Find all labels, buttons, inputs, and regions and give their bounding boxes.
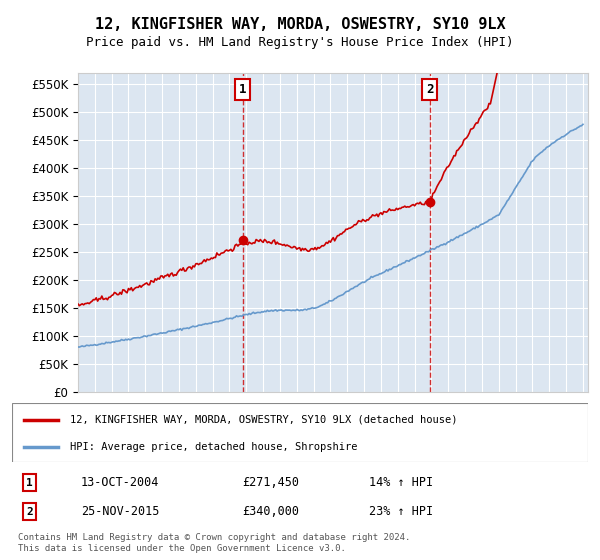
Text: £340,000: £340,000 [242,505,299,519]
Text: 2: 2 [26,507,32,517]
Text: Contains HM Land Registry data © Crown copyright and database right 2024.
This d: Contains HM Land Registry data © Crown c… [18,533,410,553]
Text: 13-OCT-2004: 13-OCT-2004 [81,477,160,489]
Text: 25-NOV-2015: 25-NOV-2015 [81,505,160,519]
Text: 14% ↑ HPI: 14% ↑ HPI [369,477,433,489]
Text: £271,450: £271,450 [242,477,299,489]
Text: 23% ↑ HPI: 23% ↑ HPI [369,505,433,519]
Text: HPI: Average price, detached house, Shropshire: HPI: Average price, detached house, Shro… [70,442,357,452]
Text: 12, KINGFISHER WAY, MORDA, OSWESTRY, SY10 9LX (detached house): 12, KINGFISHER WAY, MORDA, OSWESTRY, SY1… [70,414,457,424]
Text: 2: 2 [426,83,434,96]
Text: 1: 1 [239,83,247,96]
FancyBboxPatch shape [12,403,588,462]
Text: 12, KINGFISHER WAY, MORDA, OSWESTRY, SY10 9LX: 12, KINGFISHER WAY, MORDA, OSWESTRY, SY1… [95,17,505,32]
Text: Price paid vs. HM Land Registry's House Price Index (HPI): Price paid vs. HM Land Registry's House … [86,36,514,49]
Text: 1: 1 [26,478,32,488]
